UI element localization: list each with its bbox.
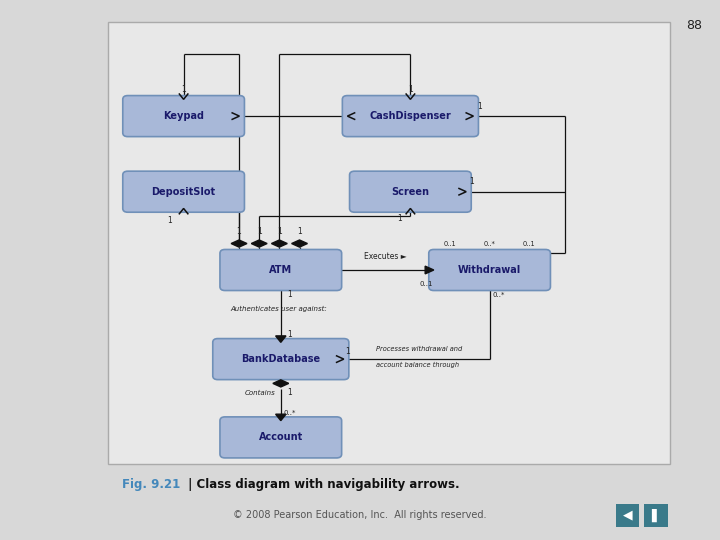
Text: 1: 1 [408,85,413,94]
FancyBboxPatch shape [220,417,342,458]
FancyBboxPatch shape [108,22,670,464]
Text: Screen: Screen [392,187,429,197]
Polygon shape [231,240,247,247]
Text: 1: 1 [237,227,241,236]
Text: 0..*: 0..* [492,292,505,298]
FancyBboxPatch shape [213,339,348,380]
Polygon shape [251,240,267,247]
Text: 1: 1 [287,330,292,339]
Text: 1: 1 [345,347,350,355]
Text: 0..*: 0..* [484,240,495,247]
Text: 0..*: 0..* [283,409,296,416]
Text: ◀: ◀ [623,509,632,522]
Text: ▌: ▌ [652,509,661,522]
FancyBboxPatch shape [220,249,342,291]
Text: 88: 88 [686,19,702,32]
FancyBboxPatch shape [429,249,551,291]
Text: Executes ►: Executes ► [364,252,407,261]
Text: 1: 1 [287,291,292,299]
Text: 1: 1 [397,214,402,222]
Text: 1: 1 [297,227,302,236]
Polygon shape [292,240,307,247]
Text: 0..1: 0..1 [444,240,456,247]
Text: DepositSlot: DepositSlot [151,187,216,197]
Polygon shape [276,414,286,421]
Text: 0..1: 0..1 [420,280,433,287]
Text: ATM: ATM [269,265,292,275]
Text: 1: 1 [277,227,282,236]
Text: Fig. 9.21: Fig. 9.21 [122,478,181,491]
Polygon shape [276,336,286,342]
Text: 1: 1 [477,102,482,111]
Text: 1: 1 [287,388,292,396]
FancyBboxPatch shape [644,504,668,526]
Text: account balance through: account balance through [377,361,459,368]
Polygon shape [271,240,287,247]
Text: 1: 1 [469,178,474,186]
Text: Contains: Contains [245,390,276,396]
FancyBboxPatch shape [122,96,245,137]
Text: Keypad: Keypad [163,111,204,121]
Text: 0..1: 0..1 [523,240,536,247]
Text: Withdrawal: Withdrawal [458,265,521,275]
Text: 1: 1 [257,227,261,236]
Text: | Class diagram with navigability arrows.: | Class diagram with navigability arrows… [184,478,459,491]
Polygon shape [425,266,433,274]
Polygon shape [273,380,289,387]
Text: 1: 1 [167,216,171,225]
FancyBboxPatch shape [343,96,478,137]
Text: Authenticates user against:: Authenticates user against: [230,306,327,312]
Text: © 2008 Pearson Education, Inc.  All rights reserved.: © 2008 Pearson Education, Inc. All right… [233,510,487,521]
FancyBboxPatch shape [616,504,639,526]
Text: CashDispenser: CashDispenser [369,111,451,121]
FancyBboxPatch shape [349,171,471,212]
FancyBboxPatch shape [122,171,245,212]
Text: Account: Account [258,433,303,442]
Text: 1: 1 [181,85,186,94]
Text: BankDatabase: BankDatabase [241,354,320,364]
Text: Processes withdrawal and: Processes withdrawal and [377,346,462,353]
